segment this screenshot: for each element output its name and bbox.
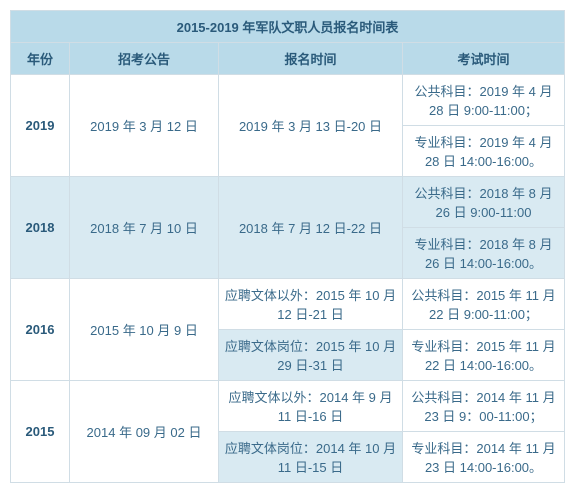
- cell-register: 应聘文体岗位：2014 年 10 月 11 日-15 日: [219, 432, 403, 483]
- cell-notice: 2014 年 09 月 02 日: [70, 381, 219, 483]
- cell-year: 2016: [11, 279, 70, 381]
- cell-exam: 专业科目：2019 年 4 月 28 日 14:00-16:00。: [403, 126, 565, 177]
- cell-notice: 2019 年 3 月 12 日: [70, 75, 219, 177]
- header-exam: 考试时间: [403, 43, 565, 75]
- table-title: 2015-2019 年军队文职人员报名时间表: [11, 11, 565, 43]
- table-row: 2015 2014 年 09 月 02 日 应聘文体以外：2014 年 9 月 …: [11, 381, 565, 432]
- cell-exam: 公共科目：2019 年 4 月 28 日 9:00-11:00；: [403, 75, 565, 126]
- cell-exam: 公共科目：2015 年 11 月 22 日 9:00-11:00；: [403, 279, 565, 330]
- cell-year: 2015: [11, 381, 70, 483]
- cell-exam: 公共科目：2014 年 11 月 23 日 9：00-11:00；: [403, 381, 565, 432]
- table-header-row: 年份 招考公告 报名时间 考试时间: [11, 43, 565, 75]
- header-year: 年份: [11, 43, 70, 75]
- table-row: 2019 2019 年 3 月 12 日 2019 年 3 月 13 日-20 …: [11, 75, 565, 126]
- table-row: 2018 2018 年 7 月 10 日 2018 年 7 月 12 日-22 …: [11, 177, 565, 228]
- cell-exam: 专业科目：2015 年 11 月 22 日 14:00-16:00。: [403, 330, 565, 381]
- header-notice: 招考公告: [70, 43, 219, 75]
- cell-register: 应聘文体以外：2014 年 9 月 11 日-16 日: [219, 381, 403, 432]
- cell-register: 2018 年 7 月 12 日-22 日: [219, 177, 403, 279]
- cell-exam: 专业科目：2018 年 8 月 26 日 14:00-16:00。: [403, 228, 565, 279]
- table-title-row: 2015-2019 年军队文职人员报名时间表: [11, 11, 565, 43]
- cell-notice: 2015 年 10 月 9 日: [70, 279, 219, 381]
- cell-register: 应聘文体岗位：2015 年 10 月 29 日-31 日: [219, 330, 403, 381]
- cell-register: 应聘文体以外：2015 年 10 月 12 日-21 日: [219, 279, 403, 330]
- schedule-table: 2015-2019 年军队文职人员报名时间表 年份 招考公告 报名时间 考试时间…: [10, 10, 565, 483]
- cell-notice: 2018 年 7 月 10 日: [70, 177, 219, 279]
- header-register: 报名时间: [219, 43, 403, 75]
- cell-exam: 专业科目：2014 年 11 月 23 日 14:00-16:00。: [403, 432, 565, 483]
- cell-year: 2019: [11, 75, 70, 177]
- cell-year: 2018: [11, 177, 70, 279]
- table-row: 2016 2015 年 10 月 9 日 应聘文体以外：2015 年 10 月 …: [11, 279, 565, 330]
- cell-exam: 公共科目：2018 年 8 月 26 日 9:00-11:00: [403, 177, 565, 228]
- cell-register: 2019 年 3 月 13 日-20 日: [219, 75, 403, 177]
